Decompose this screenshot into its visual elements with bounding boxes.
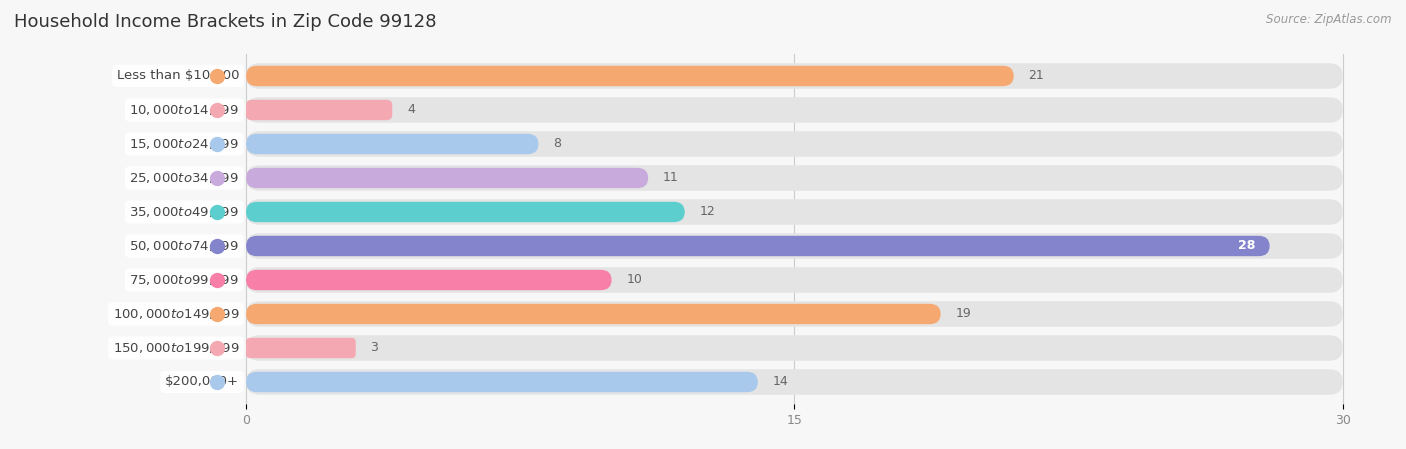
Text: 10: 10 — [626, 273, 643, 286]
Text: 4: 4 — [406, 103, 415, 116]
FancyBboxPatch shape — [246, 131, 1343, 157]
Text: $200,000+: $200,000+ — [165, 375, 239, 388]
Text: 3: 3 — [370, 342, 378, 355]
Text: $150,000 to $199,999: $150,000 to $199,999 — [112, 341, 239, 355]
Text: $10,000 to $14,999: $10,000 to $14,999 — [129, 103, 239, 117]
FancyBboxPatch shape — [246, 270, 612, 290]
Text: $15,000 to $24,999: $15,000 to $24,999 — [129, 137, 239, 151]
FancyBboxPatch shape — [246, 372, 758, 392]
FancyBboxPatch shape — [246, 199, 1343, 225]
FancyBboxPatch shape — [246, 304, 941, 324]
FancyBboxPatch shape — [246, 63, 1343, 89]
Text: 19: 19 — [955, 308, 972, 321]
FancyBboxPatch shape — [246, 369, 1343, 395]
Text: 8: 8 — [553, 137, 561, 150]
FancyBboxPatch shape — [246, 134, 538, 154]
FancyBboxPatch shape — [246, 233, 1343, 259]
Text: $25,000 to $34,999: $25,000 to $34,999 — [129, 171, 239, 185]
FancyBboxPatch shape — [246, 100, 392, 120]
Text: 12: 12 — [699, 206, 716, 219]
Text: 14: 14 — [772, 375, 789, 388]
FancyBboxPatch shape — [246, 202, 685, 222]
Text: 28: 28 — [1237, 239, 1256, 252]
FancyBboxPatch shape — [246, 168, 648, 188]
Text: Household Income Brackets in Zip Code 99128: Household Income Brackets in Zip Code 99… — [14, 13, 436, 31]
Text: 21: 21 — [1028, 70, 1045, 83]
FancyBboxPatch shape — [246, 267, 1343, 293]
FancyBboxPatch shape — [246, 301, 1343, 327]
FancyBboxPatch shape — [246, 66, 1014, 86]
FancyBboxPatch shape — [246, 97, 1343, 123]
Text: 11: 11 — [662, 172, 679, 185]
Text: $50,000 to $74,999: $50,000 to $74,999 — [129, 239, 239, 253]
Text: $35,000 to $49,999: $35,000 to $49,999 — [129, 205, 239, 219]
Text: Less than $10,000: Less than $10,000 — [117, 70, 239, 83]
Text: $100,000 to $149,999: $100,000 to $149,999 — [112, 307, 239, 321]
FancyBboxPatch shape — [246, 165, 1343, 191]
FancyBboxPatch shape — [246, 338, 356, 358]
FancyBboxPatch shape — [246, 236, 1270, 256]
Text: Source: ZipAtlas.com: Source: ZipAtlas.com — [1267, 13, 1392, 26]
FancyBboxPatch shape — [246, 335, 1343, 361]
Text: $75,000 to $99,999: $75,000 to $99,999 — [129, 273, 239, 287]
